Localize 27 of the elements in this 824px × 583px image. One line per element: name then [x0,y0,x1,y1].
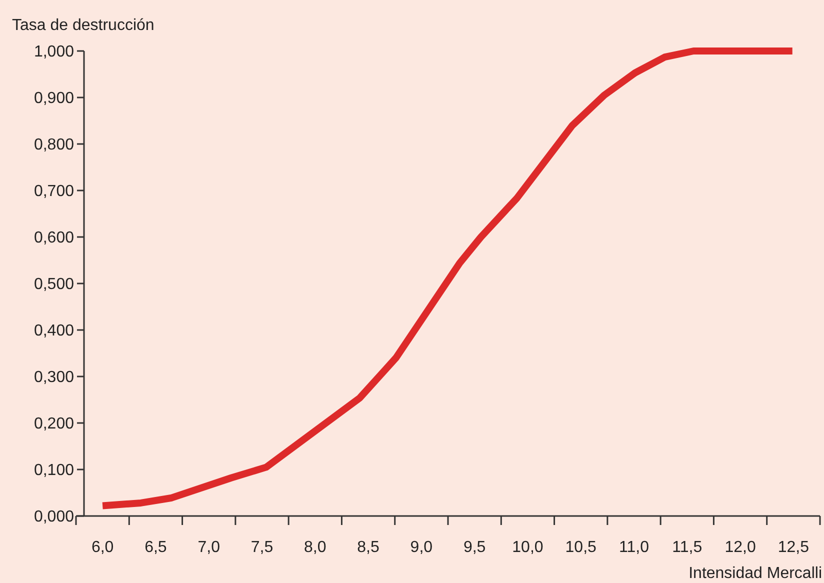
x-tick-label: 11,0 [619,539,650,556]
y-tick-label: 0,000 [34,508,74,526]
y-tick-label: 0,200 [34,416,74,433]
x-tick-label: 7,5 [250,539,274,556]
y-tick-label: 1,000 [34,44,74,61]
x-tick-label: 8,0 [304,539,326,556]
x-tick-label: 8,5 [357,539,380,556]
y-tick-label: 0,600 [34,230,74,247]
y-tick-label: 0,800 [34,136,74,154]
y-tick-label: 0,700 [34,183,74,200]
x-tick-label: 11,5 [672,539,702,556]
x-tick-label: 9,0 [410,539,433,556]
x-axis-title: Intensidad Mercalli [688,565,822,582]
y-tick-label: 0,400 [34,322,74,340]
x-tick-label: 6,5 [144,539,167,556]
y-tick-label: 0,500 [34,276,74,294]
x-tick-label: 7,0 [198,539,220,556]
y-tick-label: 0,900 [34,90,74,108]
x-tick-label: 10,5 [565,539,597,556]
x-tick-label: 9,5 [463,539,486,556]
x-tick-label: 12,0 [724,539,756,556]
y-tick-label: 0,100 [34,462,74,480]
x-tick-label: 12,5 [778,539,810,556]
x-tick-label: 10,0 [512,539,544,556]
y-axis-title: Tasa de destrucción [12,17,154,34]
x-tick-label: 6,0 [91,539,114,556]
y-tick-label: 0,300 [34,369,74,386]
